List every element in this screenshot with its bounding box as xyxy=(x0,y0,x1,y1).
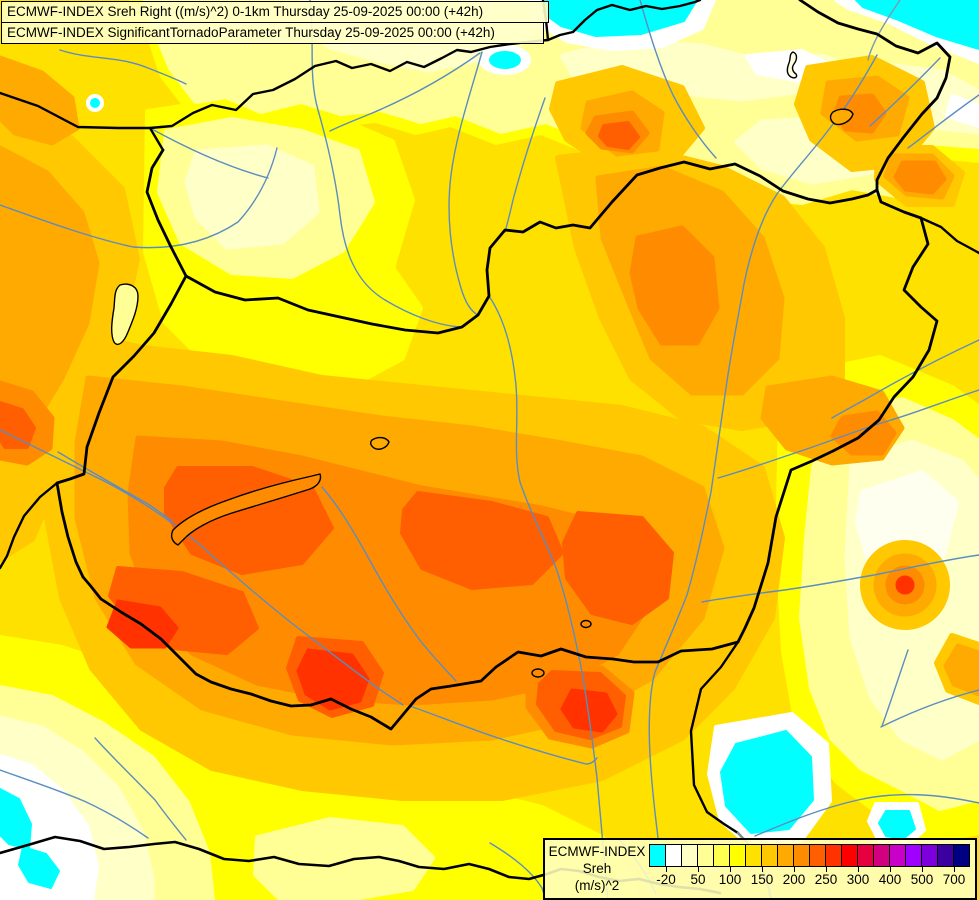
border-hungary-slovakia xyxy=(184,160,879,335)
legend-swatch xyxy=(810,845,825,866)
legend-swatch xyxy=(922,845,937,866)
legend-tick-mark xyxy=(730,867,731,872)
map-title-line-2: ECMWF-INDEX SignificantTornadoParameter … xyxy=(1,22,544,44)
river-vah xyxy=(309,0,463,328)
river-ipoly xyxy=(504,97,546,233)
lake-neusiedl xyxy=(111,283,139,346)
border-ukraine-romania xyxy=(919,216,979,255)
legend-swatch xyxy=(698,845,713,866)
river-mura-drava xyxy=(0,429,404,706)
lake-ne-reservoir xyxy=(786,51,798,79)
border-ne-ukraine xyxy=(798,0,952,220)
river-raba xyxy=(0,147,278,249)
legend-swatch xyxy=(826,845,841,866)
border-slovenia xyxy=(0,481,59,570)
legend-tick-mark xyxy=(666,867,667,872)
lake-velence xyxy=(370,436,390,450)
legend-tick-label: 150 xyxy=(750,872,774,887)
border-hungary-south xyxy=(81,575,740,731)
border-czech-austria xyxy=(0,91,165,152)
legend-tick-label: 100 xyxy=(718,872,742,887)
legend-tick-label: 500 xyxy=(910,872,934,887)
legend: ECMWF-INDEX Sreh (m/s)^2 -20 50 100 150 200 2… xyxy=(543,838,977,900)
river-koros xyxy=(717,389,979,479)
legend-tick-mark xyxy=(922,867,923,872)
river-szamos xyxy=(869,57,941,127)
legend-swatch xyxy=(954,845,969,866)
legend-tick-mark xyxy=(858,867,859,872)
river-danube xyxy=(488,295,609,900)
title-text-2: ECMWF-INDEX SignificantTornadoParameter … xyxy=(7,25,495,40)
legend-swatch xyxy=(714,845,729,866)
river-maros xyxy=(701,554,979,603)
river-sio xyxy=(321,486,457,682)
legend-swatch xyxy=(858,845,873,866)
legend-tick-mark xyxy=(890,867,891,872)
legend-swatch xyxy=(906,845,921,866)
legend-swatch xyxy=(794,845,809,866)
legend-tick-label: 300 xyxy=(846,872,870,887)
legend-swatch xyxy=(650,845,665,866)
lakes xyxy=(111,51,854,678)
title-text-1: ECMWF-INDEX Sreh Right ((m/s)^2) 0-1km T… xyxy=(7,4,484,19)
legend-swatch xyxy=(682,845,697,866)
legend-swatch xyxy=(762,845,777,866)
river-hron xyxy=(448,51,483,316)
legend-swatch xyxy=(874,845,889,866)
legend-tick-label: 200 xyxy=(782,872,806,887)
legend-title-line: Sreh xyxy=(582,861,612,876)
border-north-chain xyxy=(148,0,702,130)
legend-swatch xyxy=(666,845,681,866)
legend-title-line: (m/s)^2 xyxy=(574,878,620,893)
legend-swatch xyxy=(778,845,793,866)
river-zala xyxy=(57,451,173,522)
legend-title-line: ECMWF-INDEX xyxy=(548,844,646,859)
border-austria-hungary xyxy=(55,148,188,579)
legend-tick-mark xyxy=(794,867,795,872)
lake-tisza xyxy=(829,108,854,126)
legend-tick-label: 50 xyxy=(690,872,706,887)
lake-balaton xyxy=(170,473,322,546)
map-title-line-1: ECMWF-INDEX Sreh Right ((m/s)^2) 0-1km T… xyxy=(1,1,549,23)
legend-tick-mark xyxy=(954,867,955,872)
legend-swatch xyxy=(746,845,761,866)
legend-tick-mark xyxy=(698,867,699,872)
legend-tick-mark xyxy=(826,867,827,872)
legend-tick-label: 700 xyxy=(942,872,966,887)
legend-tick-label: 250 xyxy=(814,872,838,887)
river-bodrog xyxy=(639,0,717,159)
legend-tick-label: 400 xyxy=(878,872,902,887)
border-serbia-romania xyxy=(689,640,740,835)
legend-tick-label: -20 xyxy=(656,872,676,887)
border-hungary-romania xyxy=(736,216,939,644)
legend-tick-mark xyxy=(762,867,763,872)
field-red-spots xyxy=(106,575,915,733)
legend-color-bar xyxy=(649,844,970,867)
legend-title: ECMWF-INDEX Sreh (m/s)^2 xyxy=(545,843,649,894)
legend-swatch xyxy=(842,845,857,866)
legend-swatch xyxy=(938,845,953,866)
river-tisza xyxy=(648,54,878,839)
legend-swatch xyxy=(890,845,905,866)
legend-swatch xyxy=(730,845,745,866)
river-drava-lower xyxy=(409,705,598,765)
